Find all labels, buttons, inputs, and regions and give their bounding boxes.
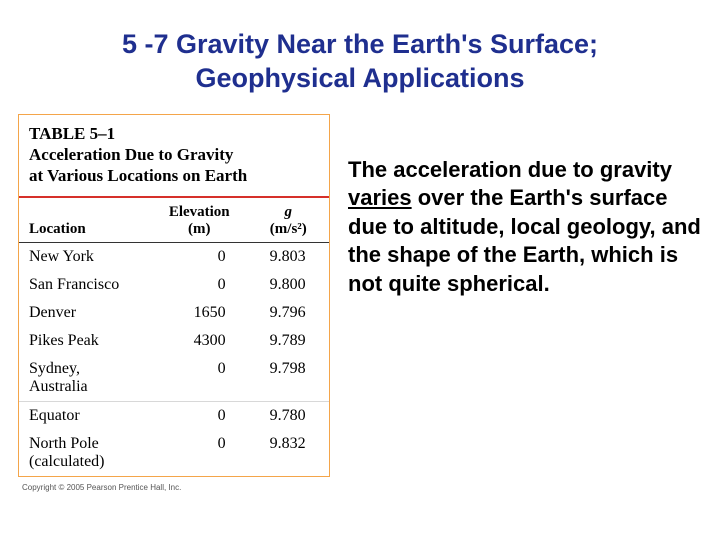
cell-elevation: 0: [151, 355, 248, 402]
cell-location: New York: [19, 243, 151, 272]
cell-elevation: 0: [151, 271, 248, 299]
table-row: North Pole(calculated)09.832: [19, 430, 329, 476]
cell-location: Sydney,Australia: [19, 355, 151, 402]
para-pre: The acceleration due to gravity: [348, 157, 672, 182]
cell-elevation: 0: [151, 243, 248, 272]
table-head: LocationElevation(m)g(m/s²): [19, 198, 329, 243]
title-line1: 5 -7 Gravity Near the Earth's Surface;: [122, 29, 598, 59]
table-block: TABLE 5–1 Acceleration Due to Gravity at…: [18, 114, 330, 495]
table-header-row: LocationElevation(m)g(m/s²): [19, 198, 329, 243]
table-title-l2: Acceleration Due to Gravity: [29, 145, 233, 164]
cell-elevation: 0: [151, 402, 248, 431]
slide-title: 5 -7 Gravity Near the Earth's Surface; G…: [0, 18, 720, 96]
table-row: San Francisco09.800: [19, 271, 329, 299]
cell-g: 9.800: [248, 271, 329, 299]
table-row: Pikes Peak43009.789: [19, 327, 329, 355]
cell-location: San Francisco: [19, 271, 151, 299]
cell-elevation: 1650: [151, 299, 248, 327]
cell-location: Denver: [19, 299, 151, 327]
para-underlined: varies: [348, 185, 412, 210]
table-title-l3: at Various Locations on Earth: [29, 166, 247, 185]
cell-g: 9.780: [248, 402, 329, 431]
table-title: TABLE 5–1 Acceleration Due to Gravity at…: [19, 115, 329, 199]
table-body: New York09.803San Francisco09.800Denver1…: [19, 243, 329, 477]
cell-g: 9.796: [248, 299, 329, 327]
gravity-table: LocationElevation(m)g(m/s²) New York09.8…: [19, 198, 329, 476]
cell-g: 9.832: [248, 430, 329, 476]
table-row: Equator09.780: [19, 402, 329, 431]
col-header-0: Location: [19, 198, 151, 243]
description-paragraph: The acceleration due to gravity varies o…: [330, 114, 702, 299]
cell-g: 9.803: [248, 243, 329, 272]
table-row: Sydney,Australia09.798: [19, 355, 329, 402]
cell-location: Equator: [19, 402, 151, 431]
table-row: New York09.803: [19, 243, 329, 272]
cell-g: 9.789: [248, 327, 329, 355]
table-title-l1: TABLE 5–1: [29, 124, 115, 143]
table-wrap: TABLE 5–1 Acceleration Due to Gravity at…: [18, 114, 330, 478]
title-line2: Geophysical Applications: [195, 63, 524, 93]
copyright-text: Copyright © 2005 Pearson Prentice Hall, …: [18, 477, 330, 494]
col-header-1: Elevation(m): [151, 198, 248, 243]
cell-elevation: 0: [151, 430, 248, 476]
cell-elevation: 4300: [151, 327, 248, 355]
cell-location: Pikes Peak: [19, 327, 151, 355]
col-header-2: g(m/s²): [248, 198, 329, 243]
content-row: TABLE 5–1 Acceleration Due to Gravity at…: [0, 114, 720, 495]
table-row: Denver16509.796: [19, 299, 329, 327]
cell-g: 9.798: [248, 355, 329, 402]
cell-location: North Pole(calculated): [19, 430, 151, 476]
